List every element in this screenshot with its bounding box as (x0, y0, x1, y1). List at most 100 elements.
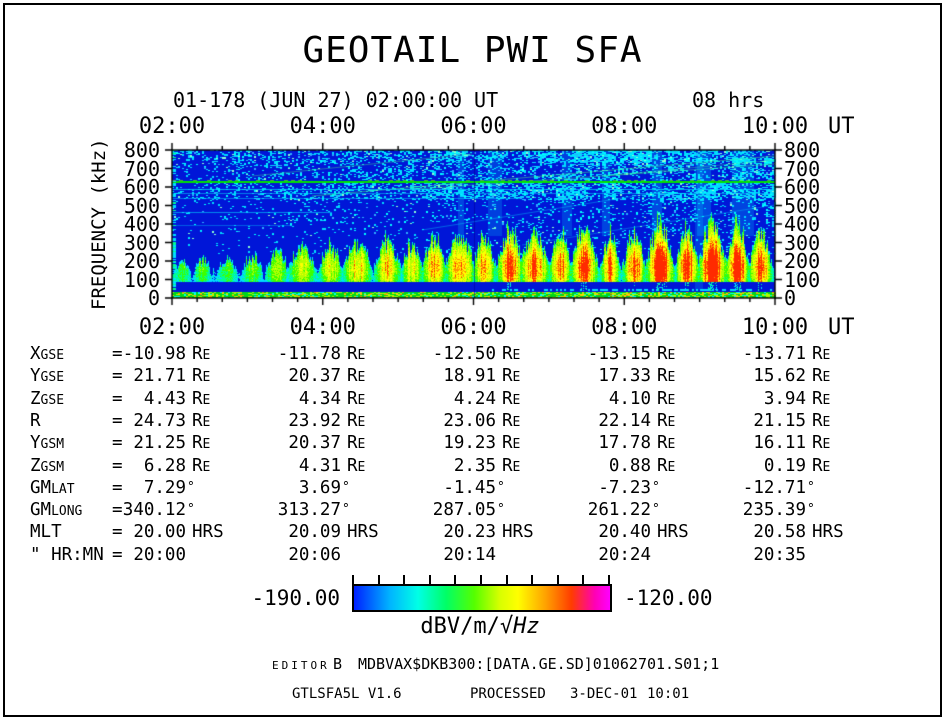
row-value: 19.23 (443, 433, 496, 454)
colorbar-unit-sqrt-hz: √Hz (499, 614, 540, 639)
row-unit: ° (187, 479, 195, 495)
row-unit: ° (187, 502, 195, 518)
row-label: GMLONG (30, 500, 83, 521)
row-value: 24.73 (133, 410, 186, 431)
row-unit: RE (192, 366, 211, 387)
row-value: 21.15 (753, 410, 806, 431)
row-unit: RE (192, 410, 211, 431)
freq-tick-label: 800 (784, 138, 821, 162)
row-unit: RE (812, 433, 831, 454)
ephemeris-row: ZGSM = 6.28 RE 4.31 RE 2.35 RE 0.88 RE 0.19 RE (28, 455, 918, 477)
row-value: 20:06 (288, 544, 341, 565)
colorbar-tick (377, 575, 380, 584)
row-unit: ° (807, 502, 815, 518)
row-value: -10.98 (122, 344, 186, 364)
row-unit: ° (342, 479, 350, 495)
ephemeris-row: ZGSE = 4.43 RE 4.34 RE 4.24 RE 4.10 RE 3.94 RE (28, 388, 918, 410)
ephemeris-table: XGSE = -10.98 RE -11.78 RE -12.50 RE -13.15 RE -13… (28, 343, 918, 569)
colorbar (352, 584, 612, 612)
program-version-label: GTLSFA5L V1.6 (292, 686, 402, 702)
row-value: 17.33 (598, 366, 651, 387)
row-value: 20.09 (288, 522, 341, 543)
row-unit: RE (347, 388, 366, 409)
source-file-path: MDBVAX$DKB300:[DATA.GE.SD]01062701.S01;1 (358, 655, 720, 673)
row-unit: HRS (192, 522, 224, 543)
row-unit: RE (657, 410, 676, 431)
row-unit: RE (812, 388, 831, 409)
equals-sign: = (112, 344, 123, 364)
editor-value: B (333, 655, 343, 673)
row-unit: RE (192, 344, 211, 364)
row-value: 4.10 (608, 388, 651, 409)
time-tick-label: 04:00 (289, 114, 356, 139)
ephemeris-row: GMLONG = 340.12 ° 313.27 ° 287.05 ° 261.22 ° 235.3… (28, 499, 918, 521)
colorbar-tick (505, 575, 508, 584)
row-label: MLT (30, 522, 62, 543)
row-value: 287.05 (432, 500, 496, 521)
row-value: 18.91 (443, 366, 496, 387)
row-value: 21.71 (133, 366, 186, 387)
row-label: " HR:MN (30, 544, 104, 565)
processed-date: 3-DEC-01 (570, 686, 638, 702)
ephemeris-row: MLT = 20.00 HRS 20.09 HRS 20.23 HRS 20.40 HRS 20.5… (28, 521, 918, 543)
row-value: 20:14 (443, 544, 496, 565)
spectrogram-canvas (162, 140, 785, 308)
row-unit: ° (497, 502, 505, 518)
row-unit: RE (657, 344, 676, 364)
freq-tick-label: 300 (784, 230, 821, 255)
time-tick-label: 02:00 (138, 114, 206, 139)
colorbar-min-label: -190.00 (251, 586, 340, 610)
time-tick-label: 10:00 (741, 114, 809, 139)
freq-tick-label: 100 (123, 267, 160, 292)
time-axis-unit: UT (828, 114, 855, 139)
row-value: 4.34 (298, 388, 341, 409)
time-tick-label: 06:00 (440, 315, 507, 340)
colorbar-tick (480, 575, 482, 584)
time-tick-label: 08:00 (591, 315, 658, 340)
row-label: GMLAT (30, 477, 75, 498)
colorbar-tick (556, 575, 559, 584)
duration-label: 08 hrs (692, 88, 765, 112)
row-value: 23.92 (288, 410, 341, 431)
row-unit: RE (657, 388, 676, 409)
equals-sign: = (112, 544, 123, 565)
row-value: -1.45 (443, 477, 496, 498)
row-value: 7.29 (143, 477, 186, 498)
freq-tick-label: 500 (784, 193, 821, 218)
colorbar-tick (352, 575, 354, 584)
row-unit: HRS (347, 522, 379, 543)
row-label: R (30, 410, 41, 431)
row-value: 21.25 (133, 433, 186, 454)
row-value: 22.14 (598, 410, 651, 431)
freq-tick-label: 200 (784, 249, 821, 273)
colorbar-tick (428, 575, 431, 584)
row-unit: RE (347, 433, 366, 454)
equals-sign: = (112, 366, 123, 387)
freq-tick-label: 100 (784, 267, 821, 292)
row-value: 17.78 (598, 433, 651, 454)
equals-sign: = (112, 455, 123, 476)
row-value: -13.71 (742, 344, 806, 364)
plot-title: GEOTAIL PWI SFA (302, 30, 643, 71)
row-value: -7.23 (598, 477, 651, 498)
colorbar-tick (608, 575, 610, 584)
row-value: 3.94 (763, 388, 806, 409)
row-label: YGSM (30, 433, 65, 454)
equals-sign: = (112, 410, 123, 431)
row-value: 2.35 (453, 455, 496, 476)
row-label: XGSE (30, 344, 65, 364)
row-value: 20:00 (133, 544, 186, 565)
colorbar-tick (454, 575, 457, 584)
row-value: 235.39 (742, 500, 806, 521)
row-value: 340.12 (122, 500, 186, 521)
row-unit: RE (502, 366, 521, 387)
row-unit: RE (502, 433, 521, 454)
row-unit: RE (502, 388, 521, 409)
freq-tick-label: 300 (123, 230, 160, 255)
freq-tick-label: 800 (123, 138, 160, 162)
row-value: 16.11 (753, 433, 806, 454)
row-value: 4.24 (453, 388, 496, 409)
colorbar-unit-main: dBV/m/ (420, 614, 500, 639)
row-value: 6.28 (143, 455, 186, 476)
